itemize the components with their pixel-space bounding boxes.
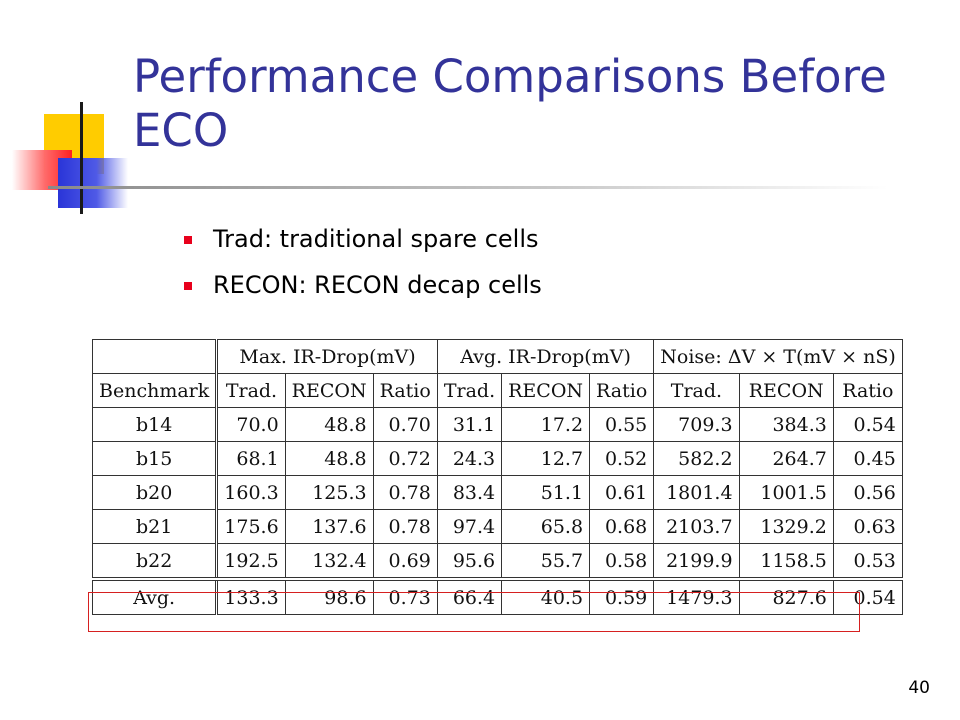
value-cell: 40.5 [501, 577, 591, 615]
value-cell: 31.1 [436, 407, 503, 442]
value-cell: 70.0 [215, 407, 286, 442]
value-cell: 68.1 [215, 441, 286, 476]
benchmark-cell: b21 [91, 509, 218, 544]
logo-blue-square [58, 158, 128, 208]
value-cell: 0.56 [832, 475, 903, 510]
subheader-trad: Trad. [436, 373, 503, 408]
page-number: 40 [908, 678, 930, 698]
subheader-ratio: Ratio [832, 373, 903, 408]
value-cell: 12.7 [501, 441, 591, 476]
title-divider [48, 186, 888, 189]
benchmark-cell: Avg. [91, 577, 218, 615]
value-cell: 0.54 [832, 407, 903, 442]
benchmark-cell: b14 [91, 407, 218, 442]
value-cell: 192.5 [215, 543, 286, 580]
group-header-avg-ir-drop: Avg. IR-Drop(mV) [436, 339, 655, 374]
bullet-text: Trad: traditional spare cells [213, 225, 539, 253]
value-cell: 24.3 [436, 441, 503, 476]
value-cell: 48.8 [284, 441, 374, 476]
value-cell: 1801.4 [653, 475, 740, 510]
value-cell: 98.6 [284, 577, 374, 615]
slide-title: Performance Comparisons Before ECO [133, 50, 887, 157]
value-cell: 709.3 [653, 407, 740, 442]
group-header-max-ir-drop: Max. IR-Drop(mV) [215, 339, 438, 374]
value-cell: 827.6 [738, 577, 834, 615]
table-row: b21 175.6 137.6 0.78 97.4 65.8 0.68 2103.7 1329.… [91, 509, 903, 544]
value-cell: 1158.5 [738, 543, 834, 580]
value-cell: 0.61 [589, 475, 655, 510]
value-cell: 83.4 [436, 475, 503, 510]
value-cell: 1001.5 [738, 475, 834, 510]
table-row: b15 68.1 48.8 0.72 24.3 12.7 0.52 582.2 264.7 0.4… [91, 441, 903, 476]
value-cell: 2103.7 [653, 509, 740, 544]
table-row: b22 192.5 132.4 0.69 95.6 55.7 0.58 2199.9 1158.… [91, 543, 903, 580]
value-cell: 51.1 [501, 475, 591, 510]
logo-vertical-line [80, 102, 83, 214]
group-header-noise: Noise: ΔV × T(mV × nS) [653, 339, 903, 374]
benchmark-header-top [91, 339, 218, 374]
benchmark-cell: b22 [91, 543, 218, 580]
bullet-item: RECON: RECON decap cells [184, 268, 542, 314]
value-cell: 175.6 [215, 509, 286, 544]
value-cell: 0.73 [372, 577, 438, 615]
value-cell: 0.78 [372, 509, 438, 544]
value-cell: 55.7 [501, 543, 591, 580]
benchmark-cell: b20 [91, 475, 218, 510]
subheader-recon: RECON [738, 373, 834, 408]
value-cell: 133.3 [215, 577, 286, 615]
table-row: b20 160.3 125.3 0.78 83.4 51.1 0.61 1801.4 1001.… [91, 475, 903, 510]
value-cell: 17.2 [501, 407, 591, 442]
value-cell: 0.70 [372, 407, 438, 442]
value-cell: 0.69 [372, 543, 438, 580]
bullet-text: RECON: RECON decap cells [213, 271, 542, 299]
value-cell: 384.3 [738, 407, 834, 442]
benchmark-header: Benchmark [91, 373, 218, 408]
subheader-recon: RECON [501, 373, 591, 408]
value-cell: 0.52 [589, 441, 655, 476]
value-cell: 66.4 [436, 577, 503, 615]
subheader-ratio: Ratio [589, 373, 655, 408]
value-cell: 0.45 [832, 441, 903, 476]
value-cell: 0.78 [372, 475, 438, 510]
color-squares-logo-icon [0, 100, 140, 220]
table-subheader-row: Benchmark Trad. RECON Ratio Trad. RECON … [91, 373, 903, 408]
subheader-trad: Trad. [215, 373, 286, 408]
value-cell: 95.6 [436, 543, 503, 580]
bullet-list: Trad: traditional spare cells RECON: REC… [184, 222, 542, 314]
bullet-square-icon [184, 236, 192, 244]
table-average-row: Avg. 133.3 98.6 0.73 66.4 40.5 0.59 1479.3 827.6… [91, 577, 903, 615]
table-body: b14 70.0 48.8 0.70 31.1 17.2 0.55 709.3 384.3 0.5… [91, 407, 903, 615]
value-cell: 0.54 [832, 577, 903, 615]
bullet-square-icon [184, 282, 192, 290]
value-cell: 0.58 [589, 543, 655, 580]
value-cell: 125.3 [284, 475, 374, 510]
subheader-ratio: Ratio [372, 373, 438, 408]
benchmark-cell: b15 [91, 441, 218, 476]
value-cell: 264.7 [738, 441, 834, 476]
value-cell: 0.59 [589, 577, 655, 615]
value-cell: 0.63 [832, 509, 903, 544]
value-cell: 97.4 [436, 509, 503, 544]
table-row: b14 70.0 48.8 0.70 31.1 17.2 0.55 709.3 384.3 0.5… [91, 407, 903, 442]
value-cell: 65.8 [501, 509, 591, 544]
value-cell: 0.72 [372, 441, 438, 476]
value-cell: 137.6 [284, 509, 374, 544]
value-cell: 1479.3 [653, 577, 740, 615]
value-cell: 132.4 [284, 543, 374, 580]
value-cell: 160.3 [215, 475, 286, 510]
table-group-header-row: Max. IR-Drop(mV) Avg. IR-Drop(mV) Noise:… [91, 339, 903, 374]
comparison-table-container: Max. IR-Drop(mV) Avg. IR-Drop(mV) Noise:… [91, 339, 903, 615]
value-cell: 0.53 [832, 543, 903, 580]
value-cell: 2199.9 [653, 543, 740, 580]
value-cell: 1329.2 [738, 509, 834, 544]
value-cell: 0.55 [589, 407, 655, 442]
bullet-item: Trad: traditional spare cells [184, 222, 542, 268]
value-cell: 582.2 [653, 441, 740, 476]
subheader-recon: RECON [284, 373, 374, 408]
value-cell: 48.8 [284, 407, 374, 442]
value-cell: 0.68 [589, 509, 655, 544]
comparison-table: Max. IR-Drop(mV) Avg. IR-Drop(mV) Noise:… [91, 339, 903, 615]
subheader-trad: Trad. [653, 373, 740, 408]
